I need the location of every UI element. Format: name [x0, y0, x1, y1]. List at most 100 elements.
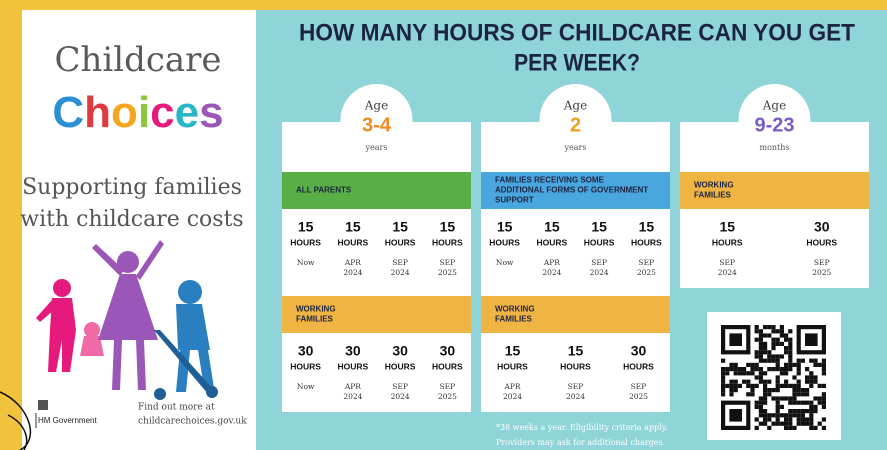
qr-module: [725, 384, 729, 388]
qr-module: [801, 422, 805, 426]
age-value: 9-23: [754, 114, 794, 136]
qr-module: [813, 380, 817, 384]
qr-module: [763, 422, 767, 426]
qr-module: [734, 371, 738, 375]
qr-module: [822, 359, 826, 363]
qr-module: [759, 413, 763, 417]
qr-module: [776, 405, 780, 409]
qr-module: [788, 338, 792, 342]
qr-module: [721, 359, 725, 363]
qr-module: [776, 359, 780, 363]
qr-module: [771, 359, 775, 363]
start-date: 2025: [812, 268, 831, 277]
qr-module: [759, 371, 763, 375]
hours-unit: HOURS: [338, 361, 369, 371]
hours-unit: HOURS: [290, 237, 321, 247]
start-date: SEP: [814, 258, 830, 267]
start-date: Now: [297, 382, 315, 391]
qr-module: [792, 375, 796, 379]
start-date: 2024: [542, 268, 561, 277]
qr-module: [788, 417, 792, 421]
qr-module: [809, 384, 813, 388]
qr-module: [801, 401, 805, 405]
hours-unit: HOURS: [489, 237, 520, 247]
qr-module: [788, 426, 792, 430]
qr-module: [809, 380, 813, 384]
hours-unit: HOURS: [432, 237, 463, 247]
qr-module: [805, 375, 809, 379]
qr-module: [792, 413, 796, 417]
hours-unit: HOURS: [623, 361, 654, 371]
qr-module: [763, 409, 767, 413]
qr-module: [788, 384, 792, 388]
qr-module: [763, 342, 767, 346]
qr-module: [788, 396, 792, 400]
group-label: ADDITIONAL FORMS OF GOVERNMENT: [495, 186, 648, 195]
qr-module: [801, 392, 805, 396]
start-date: SEP: [568, 382, 584, 391]
qr-module: [818, 396, 822, 400]
qr-module: [767, 388, 771, 392]
qr-module: [801, 409, 805, 413]
qr-module: [784, 422, 788, 426]
qr-module: [805, 401, 809, 405]
qr-module: [784, 333, 788, 337]
qr-finder: [729, 409, 742, 422]
qr-module: [771, 388, 775, 392]
hours-value: 30: [392, 343, 408, 359]
hours-unit: HOURS: [432, 361, 463, 371]
start-date: 2024: [391, 392, 410, 401]
qr-module: [742, 367, 746, 371]
brand-name: Childcare: [54, 40, 221, 80]
qr-module: [818, 363, 822, 367]
qr-module: [822, 405, 826, 409]
qr-module: [797, 367, 801, 371]
qr-module: [780, 342, 784, 346]
qr-module: [801, 359, 805, 363]
qr-module: [809, 359, 813, 363]
start-date: 2024: [718, 268, 737, 277]
qr-module: [755, 375, 759, 379]
start-date: 2024: [343, 392, 362, 401]
group-label: FAMILIES: [694, 191, 732, 200]
qr-module: [767, 350, 771, 354]
heading: PER WEEK?: [514, 49, 640, 76]
qr-module: [809, 371, 813, 375]
qr-module: [784, 380, 788, 384]
qr-module: [755, 426, 759, 430]
start-date: 2025: [637, 268, 656, 277]
qr-module: [721, 375, 725, 379]
qr-module: [776, 409, 780, 413]
qr-module: [771, 422, 775, 426]
qr-module: [734, 388, 738, 392]
hours-value: 15: [639, 219, 655, 235]
qr-module: [750, 371, 754, 375]
qr-finder: [805, 333, 818, 346]
qr-module: [750, 388, 754, 392]
qr-module: [784, 384, 788, 388]
tagline: with childcare costs: [20, 207, 243, 232]
qr-module: [797, 371, 801, 375]
letter: h: [84, 88, 111, 137]
qr-module: [771, 325, 775, 329]
qr-module: [813, 359, 817, 363]
qr-module: [721, 380, 725, 384]
start-date: 2024: [391, 268, 410, 277]
qr-module: [809, 409, 813, 413]
qr-module: [763, 396, 767, 400]
qr-module: [755, 405, 759, 409]
hours-value: 15: [591, 219, 607, 235]
qr-module: [759, 338, 763, 342]
qr-module: [729, 363, 733, 367]
qr-module: [755, 325, 759, 329]
qr-module: [759, 375, 763, 379]
qr-module: [771, 342, 775, 346]
qr-module: [805, 422, 809, 426]
qr-module: [809, 417, 813, 421]
qr-module: [742, 380, 746, 384]
group-label: ALL PARENTS: [296, 186, 352, 195]
qr-module: [767, 333, 771, 337]
qr-module: [771, 329, 775, 333]
qr-module: [805, 392, 809, 396]
qr-module: [792, 384, 796, 388]
